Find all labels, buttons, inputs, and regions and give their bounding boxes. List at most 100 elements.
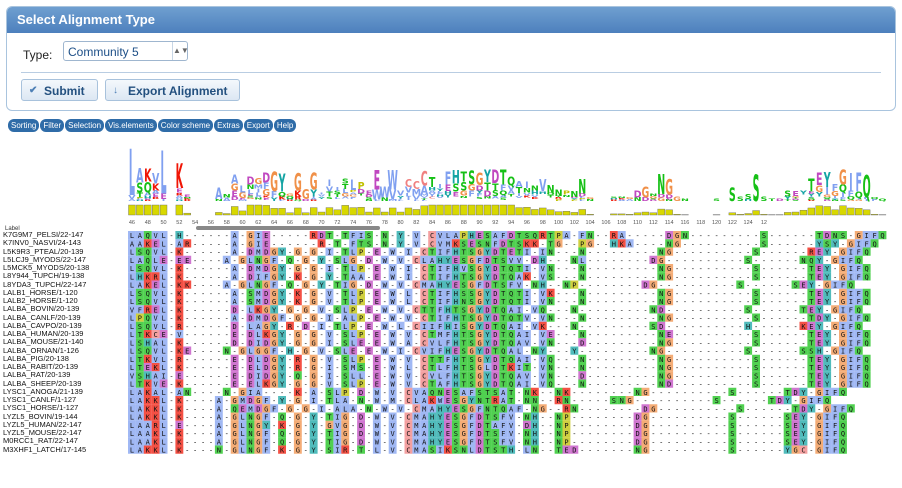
residue-letter: - [422,232,426,240]
residue-letter: F [833,414,837,422]
occupancy-bar [855,208,863,216]
sequence-name[interactable]: L8YDA3_TUPCH/22-147 [3,280,87,289]
residue-cell [444,445,452,454]
toolbar-export[interactable]: Export [243,119,273,132]
residue-letter: F [438,348,442,356]
sequence-name[interactable]: LALBA_PIG/20-138 [3,354,69,363]
residue-cell [507,305,516,314]
residue-cell [546,239,555,248]
residue-cell [309,297,318,306]
residue-letter: I [256,240,260,248]
residue-letter: N [185,389,189,397]
sequence-name[interactable]: LALB2_HORSE/1-120 [3,297,78,305]
sequence-name[interactable]: L5MCK5_MYODS/20-138 [3,264,90,272]
logo-letter: V [389,187,396,203]
toolbar-help[interactable]: Help [273,119,297,132]
toolbar-extras[interactable]: Extras [214,119,243,132]
sequence-name[interactable]: LYZL5_MOUSE/22-147 [3,429,82,437]
sequence-name[interactable]: LYSC1_CANLF/1-127 [3,396,77,404]
residue-letter: F [470,422,474,430]
residue-letter: - [604,315,608,323]
residue-letter: - [714,339,718,347]
residue-letter: - [707,290,711,298]
residue-letter: G [304,282,308,290]
residue-cell [562,404,571,413]
export-alignment-button[interactable]: ↓ Export Alignment [105,79,240,101]
residue-letter: Y [312,430,317,438]
chevron-down-icon[interactable]: ▲▼ [172,42,189,60]
residue-letter: L [130,405,134,413]
residue-letter: F [833,438,837,446]
residue-letter: - [730,232,734,240]
residue-letter: - [770,232,774,240]
residue-cell [262,321,271,330]
submit-button[interactable]: ✔ Submit [21,79,98,101]
sequence-name[interactable]: LALBA_ORNAN/1-126 [3,346,79,355]
residue-letter: - [635,323,639,331]
residue-letter: - [414,265,418,273]
sequence-name[interactable]: K7G9M7_PELSI/22-147 [3,231,84,239]
sequence-name[interactable]: LALBA_BOVIN/20-139 [3,305,80,314]
residue-cell [293,363,302,372]
residue-letter: - [628,265,632,273]
residue-letter: E [375,290,379,298]
residue-letter: D [635,438,639,446]
residue-cell [831,255,839,264]
residue-letter: - [628,422,632,430]
sequence-name[interactable]: L5K9R3_PTEAL/20-139 [3,247,84,256]
sequence-name[interactable]: L5LCJ9_MYODS/22-147 [3,255,86,264]
sequence-name[interactable]: LALBA_CAVPO/20-139 [3,321,82,330]
sequence-name[interactable]: K7INV0_NASVI/24-143 [3,239,81,248]
residue-cell [135,272,144,281]
residue-cell [151,305,160,314]
residue-letter: - [754,240,758,248]
sequence-name[interactable]: LALBA_MOUSE/21-140 [3,338,84,347]
residue-letter: - [304,364,308,372]
sequence-name[interactable]: LYZL5_BOVIN/19-144 [3,412,78,421]
residue-cell [625,239,634,248]
toolbar-sorting[interactable]: Sorting [8,119,40,132]
type-select[interactable]: Community 5 ▲▼ [63,41,189,61]
sequence-name[interactable]: LYZL5_HUMAN/22-147 [3,420,82,429]
residue-cell [530,387,539,396]
logo-letter: K [531,196,539,199]
residue-letter: W [383,323,388,331]
residue-letter: E [793,414,797,422]
residue-cell [254,247,263,256]
toolbar-selection[interactable]: Selection [65,119,105,132]
residue-cell [151,338,160,347]
sequence-name[interactable]: LALBA_SHEEP/20-139 [3,379,82,388]
residue-letter: G [643,414,647,422]
residue-cell [357,396,365,405]
residue-letter: - [643,273,647,281]
residue-letter: T [485,397,490,405]
sequence-name[interactable]: LYSC1_ANOGA/21-139 [3,387,83,396]
sequence-name[interactable]: LYSC1_HORSE/1-127 [3,404,79,413]
residue-letter: - [225,397,229,405]
residue-cell [491,396,500,405]
sequence-name[interactable]: M3XHF1_LATCH/17-145 [3,445,87,454]
residue-letter: D [359,430,363,438]
residue-letter: - [201,265,205,273]
sequence-name[interactable]: M0RCC1_RAT/22-147 [3,437,78,446]
toolbar-color-scheme[interactable]: Color scheme [157,119,214,132]
residue-letter: V [398,405,403,413]
sequence-name[interactable]: LALBA_HUMAN/20-139 [3,330,84,338]
residue-letter: N [485,240,489,248]
toolbar-filter[interactable]: Filter [40,119,65,132]
sequence-name[interactable]: LALB1_HORSE/1-120 [3,288,78,297]
residue-letter: - [588,389,592,397]
sequence-name[interactable]: L8Y944_TUPCH/19-138 [3,272,85,281]
residue-cell [309,313,318,322]
sequence-name[interactable]: LALBA_RAT/20-139 [3,371,71,380]
residue-letter: - [193,240,197,248]
horizontal-scrollbar-thumb[interactable] [196,226,380,230]
residue-cell [128,420,136,429]
occupancy-bar [349,207,357,216]
residue-letter: E [233,364,237,372]
sequence-name[interactable]: LALBA_RABIT/20-139 [3,363,79,371]
sequence-name[interactable]: LALBA_CANLF/20-139 [3,313,81,322]
toolbar-vis-elements[interactable]: Vis.elements [105,119,157,132]
residue-cell [515,346,523,355]
residue-letter: T [462,273,467,281]
